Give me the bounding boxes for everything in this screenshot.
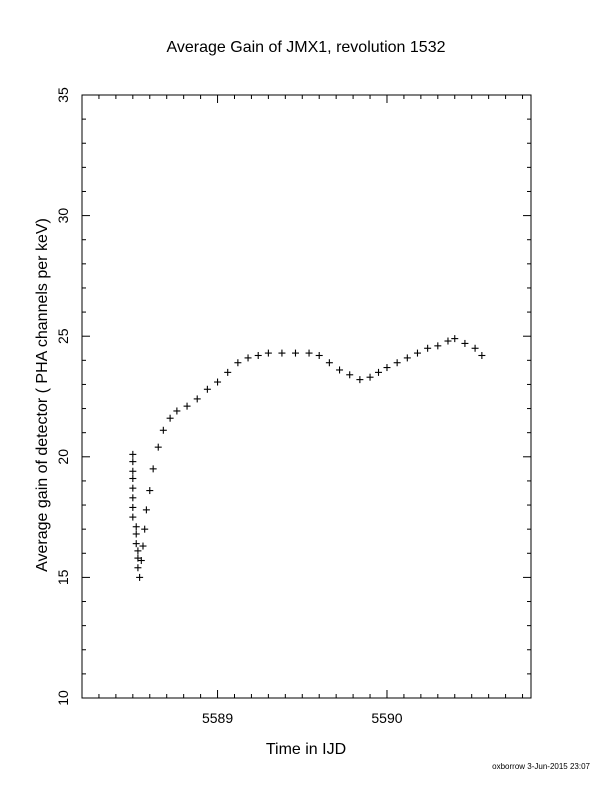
data-point xyxy=(141,525,149,533)
data-point xyxy=(254,351,262,359)
axis-ticks xyxy=(81,94,531,699)
data-point xyxy=(154,443,162,451)
data-point xyxy=(366,373,374,381)
data-point xyxy=(234,359,242,367)
data-point xyxy=(193,395,201,403)
data-point xyxy=(142,506,150,514)
data-point xyxy=(444,337,452,345)
data-point xyxy=(129,475,137,483)
y-tick-label: 30 xyxy=(55,208,71,224)
y-tick-label: 10 xyxy=(55,690,71,706)
data-point xyxy=(336,366,344,374)
data-point xyxy=(403,354,411,362)
data-point xyxy=(173,407,181,415)
plot-area xyxy=(81,94,532,699)
tick-labels: 10 15 20 25 30 35 5589 5590 xyxy=(55,87,403,726)
data-point xyxy=(424,344,432,352)
data-point xyxy=(159,426,167,434)
data-point xyxy=(325,359,333,367)
data-point xyxy=(132,540,140,548)
data-point xyxy=(315,351,323,359)
data-point xyxy=(129,450,137,458)
data-point xyxy=(129,484,137,492)
data-point xyxy=(136,573,144,581)
x-tick-label: 5589 xyxy=(202,710,233,726)
data-point xyxy=(132,530,140,538)
data-point xyxy=(146,487,154,495)
data-point xyxy=(134,547,142,555)
data-point xyxy=(129,467,137,475)
data-point xyxy=(129,503,137,511)
data-point xyxy=(214,378,222,386)
data-point xyxy=(166,414,174,422)
data-point xyxy=(278,349,286,357)
data-point xyxy=(129,494,137,502)
data-point xyxy=(346,371,354,379)
data-point xyxy=(139,542,147,550)
data-points xyxy=(129,335,486,581)
data-point xyxy=(129,513,137,521)
data-point xyxy=(132,523,140,531)
x-axis-label: Time in IJD xyxy=(266,741,346,758)
footer-timestamp: oxborrow 3-Jun-2015 23:07 xyxy=(492,762,590,771)
data-point xyxy=(434,342,442,350)
x-tick-label: 5590 xyxy=(371,710,402,726)
y-tick-label: 25 xyxy=(55,328,71,344)
y-axis-label: Average gain of detector ( PHA channels … xyxy=(34,218,51,572)
data-point xyxy=(356,376,364,384)
data-point xyxy=(224,368,232,376)
chart-title: Average Gain of JMX1, revolution 1532 xyxy=(167,39,446,56)
data-point xyxy=(291,349,299,357)
data-point xyxy=(137,557,145,565)
data-point xyxy=(393,359,401,367)
data-point xyxy=(383,364,391,372)
data-point xyxy=(134,564,142,572)
data-point xyxy=(413,349,421,357)
data-point xyxy=(305,349,313,357)
data-point xyxy=(129,458,137,466)
data-point xyxy=(183,402,191,410)
data-point xyxy=(244,354,252,362)
y-tick-label: 15 xyxy=(55,569,71,585)
data-point xyxy=(264,349,272,357)
y-tick-label: 35 xyxy=(55,87,71,103)
data-point xyxy=(203,385,211,393)
data-point xyxy=(375,368,383,376)
data-point xyxy=(451,335,459,343)
data-point xyxy=(149,465,157,473)
data-point xyxy=(471,344,479,352)
y-tick-label: 20 xyxy=(55,449,71,465)
data-point xyxy=(478,351,486,359)
data-point xyxy=(461,339,469,347)
